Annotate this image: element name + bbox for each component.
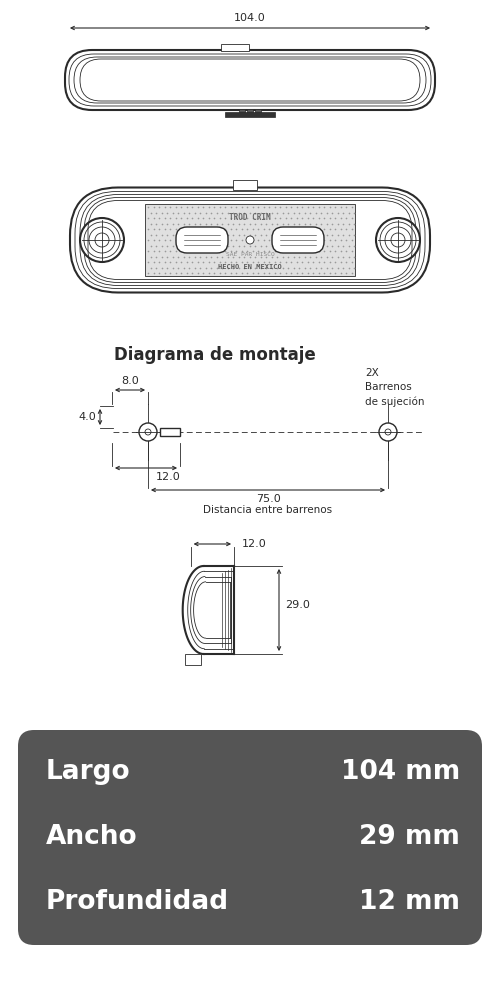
Text: 29 mm: 29 mm [359, 824, 460, 850]
Text: 8.0: 8.0 [121, 376, 139, 386]
Bar [233, 180, 257, 190]
Text: Diagrama de montaje: Diagrama de montaje [114, 346, 316, 364]
Text: Profundidad: Profundidad [46, 889, 229, 915]
Text: 29.0: 29.0 [285, 600, 310, 610]
Polygon shape [182, 566, 234, 654]
Bar [255, 109, 261, 115]
Bar [225, 112, 275, 117]
Text: SAE PAR HISCO: SAE PAR HISCO [226, 252, 274, 257]
FancyBboxPatch shape [272, 227, 324, 253]
Circle shape [80, 218, 124, 262]
Text: Distancia entre barrenos: Distancia entre barrenos [204, 505, 332, 515]
Text: 104 mm: 104 mm [341, 759, 460, 785]
Text: 12 mm: 12 mm [359, 889, 460, 915]
Bar [221, 44, 249, 51]
Text: Largo: Largo [46, 759, 130, 785]
Text: 4.0: 4.0 [78, 412, 96, 422]
Circle shape [139, 423, 157, 441]
FancyBboxPatch shape [18, 730, 482, 945]
Text: 2X
Barrenos
de sujeción: 2X Barrenos de sujeción [365, 368, 424, 407]
Text: Ancho: Ancho [46, 824, 138, 850]
Bar [239, 109, 245, 115]
Text: TROD CRIM: TROD CRIM [229, 214, 271, 223]
Bar [247, 109, 253, 115]
FancyBboxPatch shape [70, 188, 430, 292]
Text: 12.0: 12.0 [156, 472, 181, 482]
Text: 12.0: 12.0 [242, 539, 267, 549]
Text: HECHO EN MEXICO: HECHO EN MEXICO [218, 264, 282, 270]
Bar [160, 428, 180, 436]
Text: 104.0: 104.0 [234, 13, 266, 23]
Circle shape [246, 236, 254, 244]
Circle shape [376, 218, 420, 262]
Text: 75.0: 75.0 [256, 494, 280, 504]
Bar [185, 654, 201, 665]
FancyBboxPatch shape [65, 50, 435, 110]
Circle shape [379, 423, 397, 441]
Bar [145, 204, 355, 276]
FancyBboxPatch shape [176, 227, 228, 253]
